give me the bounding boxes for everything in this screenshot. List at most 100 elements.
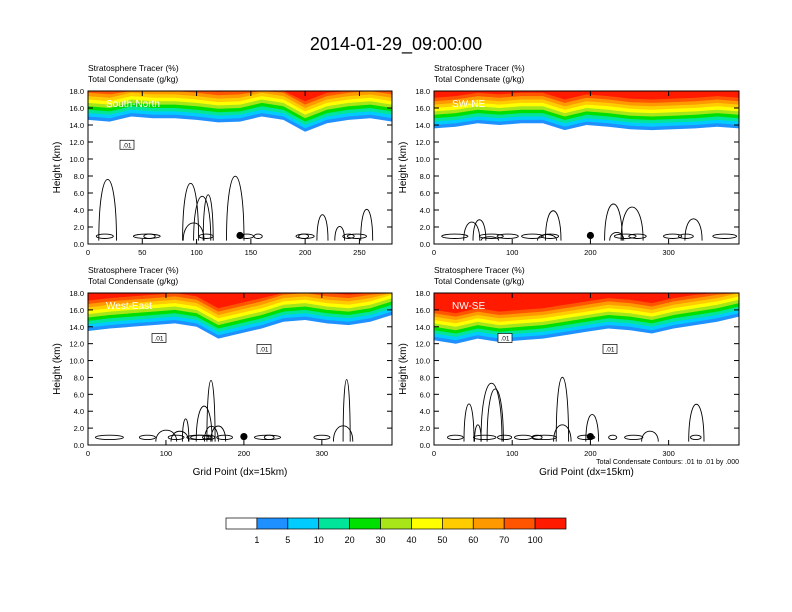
colorbar-box: [411, 517, 443, 530]
colorbar-label: 50: [437, 535, 447, 545]
colorbar-label: 1: [254, 535, 259, 545]
y-tick-label: 8.0: [420, 373, 430, 382]
contour-label: .01: [154, 335, 163, 342]
y-tick-label: 12.0: [69, 340, 84, 349]
panel-nw-se: NW-SE .01 .01 0.0 2.0 4.0 6.0 8.0 10.0 12.0 14.0 16…: [398, 265, 740, 478]
condensate-contour: [316, 214, 329, 241]
x-axis-label: Grid Point (dx=15km): [193, 467, 288, 478]
y-axis-label: Height (km): [52, 142, 63, 194]
colorbar-label: 20: [345, 535, 355, 545]
x-tick-label: 200: [584, 248, 597, 257]
low-cloud-contour: [540, 233, 560, 239]
condensate-contour: [334, 225, 346, 241]
y-axis-label: Height (km): [398, 142, 409, 194]
y-tick-label: 4.0: [74, 206, 84, 215]
x-tick-label: 150: [245, 248, 258, 257]
low-cloud-contour: [138, 434, 156, 441]
y-tick-label: 12.0: [415, 138, 430, 147]
low-cloud-contour: [95, 233, 114, 239]
y-tick-label: 6.0: [420, 390, 430, 399]
colorbar-label: 70: [499, 535, 509, 545]
x-tick-label: 200: [584, 449, 597, 458]
colorbar-label: 40: [406, 535, 416, 545]
condensate-contour: [98, 179, 117, 241]
y-tick-label: 0.0: [74, 441, 84, 450]
condensate-contour: [480, 382, 503, 442]
y-tick-label: 12.0: [69, 138, 84, 147]
field-label-1: Stratosphere Tracer (%): [434, 63, 525, 73]
panel-south-north: South-North .01 0.0 2.0 4.0 6.0 8.0 10.0 12.0 14.…: [52, 63, 393, 257]
y-tick-label: 14.0: [69, 121, 84, 130]
contour-label: .01: [605, 346, 614, 353]
colorbar-label: 60: [468, 535, 478, 545]
y-tick-label: 14.0: [415, 121, 430, 130]
y-tick-label: 2.0: [74, 223, 84, 232]
y-tick-label: 10.0: [415, 155, 430, 164]
y-tick-label: 0.0: [420, 441, 430, 450]
plot-area: [434, 91, 739, 244]
low-cloud-contour: [577, 434, 596, 441]
colorbar-label: 5: [285, 535, 290, 545]
x-tick-label: 0: [86, 248, 90, 257]
condensate-contour: [585, 413, 600, 442]
low-cloud-contour: [531, 434, 543, 441]
y-tick-label: 6.0: [420, 189, 430, 198]
contour-label: .01: [122, 142, 131, 149]
colorbar-label: 30: [376, 535, 386, 545]
low-cloud-contour: [690, 434, 702, 441]
axes-frame: [87, 90, 393, 245]
y-tick-label: 8.0: [74, 373, 84, 382]
condensate-contour: [604, 203, 623, 241]
y-tick-label: 4.0: [420, 206, 430, 215]
panel-name: West-East: [106, 301, 152, 312]
colorbar-box: [503, 517, 536, 530]
panel-name: NW-SE: [452, 301, 485, 312]
condensate-contour: [155, 429, 178, 442]
condensate-contour: [206, 380, 216, 442]
low-cloud-contour: [478, 233, 504, 239]
location-marker: [586, 231, 595, 240]
tracer-band: [88, 293, 392, 309]
x-tick-label: 200: [299, 248, 312, 257]
low-cloud-contour: [253, 233, 263, 239]
colorbar-box: [318, 517, 350, 530]
low-cloud-contour: [94, 434, 124, 441]
field-label-2: Total Condensate (g/kg): [88, 276, 178, 286]
field-label-1: Stratosphere Tracer (%): [88, 265, 179, 275]
plot-area: [88, 293, 392, 445]
low-cloud-contour: [342, 233, 355, 239]
contour-label: .01: [500, 335, 509, 342]
x-tick-label: 300: [662, 449, 675, 458]
axes-frame: [87, 292, 393, 446]
y-tick-label: 16.0: [415, 104, 430, 113]
y-tick-label: 6.0: [74, 390, 84, 399]
location-marker: [236, 231, 244, 240]
y-tick-label: 18.0: [69, 289, 84, 298]
low-cloud-contour: [472, 434, 497, 441]
y-tick-label: 0.0: [420, 240, 430, 249]
low-cloud-contour: [441, 233, 469, 239]
colorbar-box: [287, 517, 320, 530]
y-tick-label: 10.0: [69, 357, 84, 366]
low-cloud-contour: [202, 434, 216, 441]
y-tick-label: 6.0: [74, 189, 84, 198]
panels: South-North .01 0.0 2.0 4.0 6.0 8.0 10.0 12.0 14.…: [52, 63, 740, 478]
low-cloud-contour: [496, 233, 519, 239]
low-cloud-contour: [198, 233, 214, 239]
x-tick-label: 300: [316, 449, 329, 458]
colorbar-label: 10: [314, 535, 324, 545]
low-cloud-contour: [663, 233, 683, 239]
low-cloud-contour: [143, 233, 156, 239]
low-cloud-contour: [216, 434, 233, 441]
condensate-contour: [544, 210, 562, 241]
y-tick-label: 16.0: [415, 306, 430, 315]
low-cloud-contour: [532, 434, 557, 441]
y-tick-label: 14.0: [415, 323, 430, 332]
field-label-2: Total Condensate (g/kg): [434, 276, 524, 286]
field-label-2: Total Condensate (g/kg): [88, 74, 178, 84]
y-tick-label: 18.0: [415, 289, 430, 298]
contour-label: .01: [259, 346, 268, 353]
axes-frame: [433, 90, 740, 245]
contour-label-box: [119, 139, 135, 150]
